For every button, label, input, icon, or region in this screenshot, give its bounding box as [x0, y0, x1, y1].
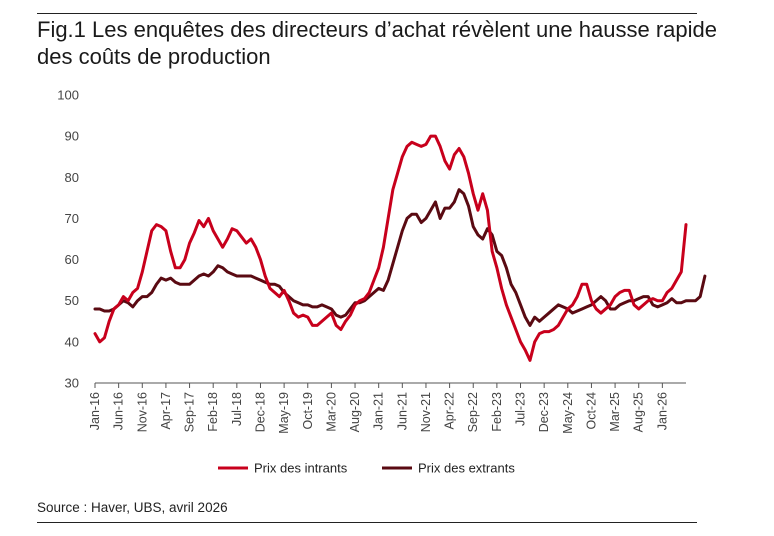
- y-tick-label: 90: [65, 129, 79, 144]
- x-tick-label: Aug-25: [632, 392, 646, 432]
- y-tick-label: 70: [65, 211, 79, 226]
- series-line-intrants: [93, 134, 688, 362]
- x-tick-label: Sep-22: [466, 392, 480, 432]
- x-tick-label: May-24: [561, 392, 575, 434]
- x-tick-label: Apr-17: [159, 392, 173, 430]
- x-tick-label: Sep-17: [183, 392, 197, 432]
- x-tick-label: Jan-16: [88, 392, 102, 430]
- y-tick-label: 100: [57, 88, 79, 103]
- x-tick-label: Oct-24: [584, 392, 598, 430]
- x-tick-label: Aug-20: [348, 392, 362, 432]
- y-axis: 30 40 50 60 70 80 90 100: [57, 88, 79, 391]
- series-line-extrants: [93, 188, 707, 327]
- x-tick-label: Oct-19: [301, 392, 315, 430]
- y-tick-label: 30: [65, 376, 79, 391]
- source-note: Source : Haver, UBS, avril 2026: [37, 500, 228, 515]
- x-tick-label: Nov-21: [419, 392, 433, 432]
- x-tick-label: Jun-21: [395, 392, 409, 430]
- x-axis: Jan-16 Jun-16 Nov-16 Apr-17 Sep-17 Feb-18 Jul-…: [88, 382, 686, 434]
- x-tick-label: Feb-23: [490, 392, 504, 432]
- y-tick-label: 50: [65, 293, 79, 308]
- x-tick-label: Jul-23: [514, 392, 528, 426]
- legend: Prix des intrants Prix des extrants: [218, 461, 515, 476]
- figure-title: Fig.1 Les enquêtes des directeurs d’acha…: [37, 17, 717, 69]
- y-tick-label: 80: [65, 170, 79, 185]
- x-tick-label: Mar-25: [608, 392, 622, 432]
- x-tick-label: May-19: [277, 392, 291, 434]
- legend-label: Prix des intrants: [254, 461, 348, 476]
- x-tick-label: Jun-16: [112, 392, 126, 430]
- series-layer: [93, 134, 707, 362]
- y-tick-label: 60: [65, 252, 79, 267]
- x-tick-label: Jan-26: [655, 392, 669, 430]
- x-tick-label: Nov-16: [135, 392, 149, 432]
- legend-label: Prix des extrants: [418, 461, 515, 476]
- top-rule: [37, 13, 697, 14]
- x-tick-label: Dec-23: [537, 392, 551, 432]
- x-tick-label: Dec-18: [253, 392, 267, 432]
- x-tick-label: Jul-18: [230, 392, 244, 426]
- x-tick-label: Jan-21: [372, 392, 386, 430]
- bottom-rule: [37, 522, 697, 523]
- x-tick-label: Feb-18: [206, 392, 220, 432]
- x-tick-label: Mar-20: [324, 392, 338, 432]
- x-tick-label: Apr-22: [443, 392, 457, 430]
- y-tick-label: 40: [65, 334, 79, 349]
